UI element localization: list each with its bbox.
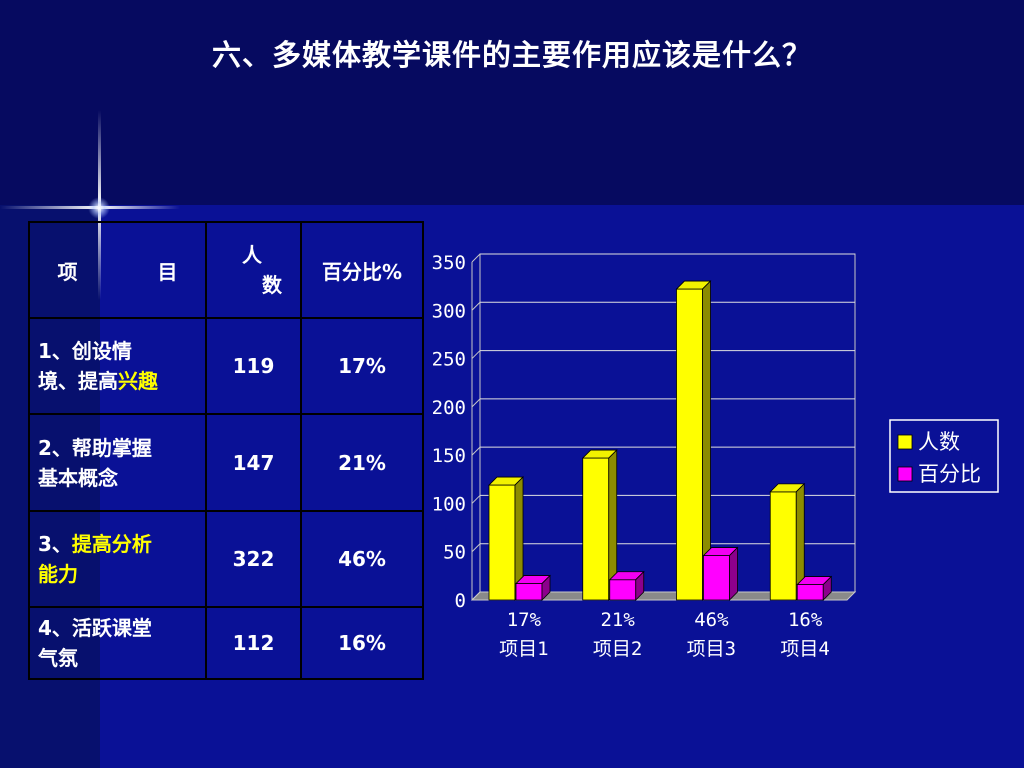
count-cell: 112 xyxy=(205,606,302,680)
header-band xyxy=(0,0,1024,205)
y-tick-label: 0 xyxy=(455,590,466,612)
legend-swatch xyxy=(897,466,913,482)
y-tick-label: 300 xyxy=(432,300,466,322)
header-people-b: 数 xyxy=(262,273,282,297)
gridline-depth xyxy=(471,301,481,311)
item-cell: 4、活跃课堂气氛 xyxy=(28,606,207,680)
x-tick-top-label: 16% xyxy=(788,609,823,631)
item-cell: 2、帮助掌握基本概念 xyxy=(28,413,207,512)
item-highlight-line2: 能力 xyxy=(38,562,78,586)
sparkle-icon xyxy=(88,197,110,219)
table-row: 3、提高分析能力 322 46% xyxy=(28,510,424,608)
gridline-depth xyxy=(471,253,481,263)
count-cell: 322 xyxy=(205,510,302,608)
header-item: 项目 xyxy=(28,221,207,319)
header-item-a: 项 xyxy=(57,259,78,284)
item-text-line2: 境、提高 xyxy=(38,369,118,393)
slide-title: 六、多媒体教学课件的主要作用应该是什么？ xyxy=(211,38,812,72)
table-row: 4、活跃课堂气氛 112 16% xyxy=(28,606,424,680)
y-tick-label: 350 xyxy=(432,252,466,274)
header-people: 人数 xyxy=(205,221,302,319)
bar-front xyxy=(515,583,543,601)
y-tick-label: 250 xyxy=(432,349,466,371)
bar-chart: 0 50 100 150 200 250 300 350 17% 项目1 21% 项目2 46% 项目3 1… xyxy=(432,252,999,660)
bar-side xyxy=(541,574,551,601)
gridline-depth xyxy=(471,398,481,408)
item-num: 4、 xyxy=(38,616,72,640)
y-tick-label: 100 xyxy=(432,493,466,515)
count-cell: 119 xyxy=(205,317,302,415)
bar-side xyxy=(729,546,738,601)
item-num: 1、 xyxy=(38,339,72,363)
header-percent: 百分比% xyxy=(300,221,424,319)
bar-side xyxy=(822,575,832,601)
item-text-line2: 气氛 xyxy=(38,646,78,670)
legend-label: 人数 xyxy=(918,430,960,454)
bar-front xyxy=(703,555,730,601)
x-tick-label: 项目3 xyxy=(687,638,736,660)
table-header-row: 项目 人数 百分比% xyxy=(28,221,424,319)
header-item-b: 目 xyxy=(157,259,178,284)
percent-cell: 21% xyxy=(300,413,424,512)
item-text: 帮助掌握 xyxy=(71,435,152,460)
gridline-depth xyxy=(471,591,481,601)
legend-swatch xyxy=(897,434,913,450)
gridline-depth xyxy=(471,350,481,359)
x-tick-label: 项目1 xyxy=(499,638,548,660)
y-tick-label: 50 xyxy=(443,542,466,564)
item-num: 2、 xyxy=(38,435,72,460)
item-text: 活跃课堂 xyxy=(71,616,152,640)
legend-label: 百分比 xyxy=(918,462,981,486)
table-row: 2、帮助掌握基本概念 147 21% xyxy=(28,413,424,512)
bar-front xyxy=(769,491,797,601)
y-tick-label: 150 xyxy=(432,445,466,467)
item-num: 3、 xyxy=(38,532,72,556)
item-highlight-line2: 兴趣 xyxy=(118,369,158,393)
item-cell: 1、创设情境、提高兴趣 xyxy=(28,317,207,415)
table-row: 1、创设情境、提高兴趣 119 17% xyxy=(28,317,424,415)
bar-front xyxy=(488,484,516,601)
x-tick-label: 项目4 xyxy=(780,638,829,660)
header-people-a: 人 xyxy=(242,243,262,267)
percent-cell: 17% xyxy=(300,317,424,415)
x-tick-top-label: 46% xyxy=(694,609,729,631)
percent-cell: 16% xyxy=(300,606,424,680)
y-tick-label: 200 xyxy=(432,397,466,419)
bar-front xyxy=(676,288,703,601)
x-tick-label: 项目2 xyxy=(593,638,642,660)
x-tick-top-label: 17% xyxy=(507,609,542,631)
x-tick-top-label: 21% xyxy=(600,609,635,631)
bar-front xyxy=(796,584,824,601)
bar-side xyxy=(635,570,645,601)
item-text: 创设情 xyxy=(71,339,132,363)
item-highlight: 提高分析 xyxy=(71,532,152,556)
percent-cell: 46% xyxy=(300,510,424,608)
bar-front xyxy=(609,579,637,601)
item-text-line2: 基本概念 xyxy=(38,465,118,490)
gridline-depth xyxy=(471,495,481,504)
gridline-depth xyxy=(471,543,481,553)
item-cell: 3、提高分析能力 xyxy=(28,510,207,608)
count-cell: 147 xyxy=(205,413,302,512)
survey-table: 项目 人数 百分比% 1、创设情 境、提高兴趣 119 17% 2、帮助掌握 基本概… xyxy=(28,221,424,680)
gridline-depth xyxy=(471,446,481,456)
bar-front xyxy=(582,457,610,601)
